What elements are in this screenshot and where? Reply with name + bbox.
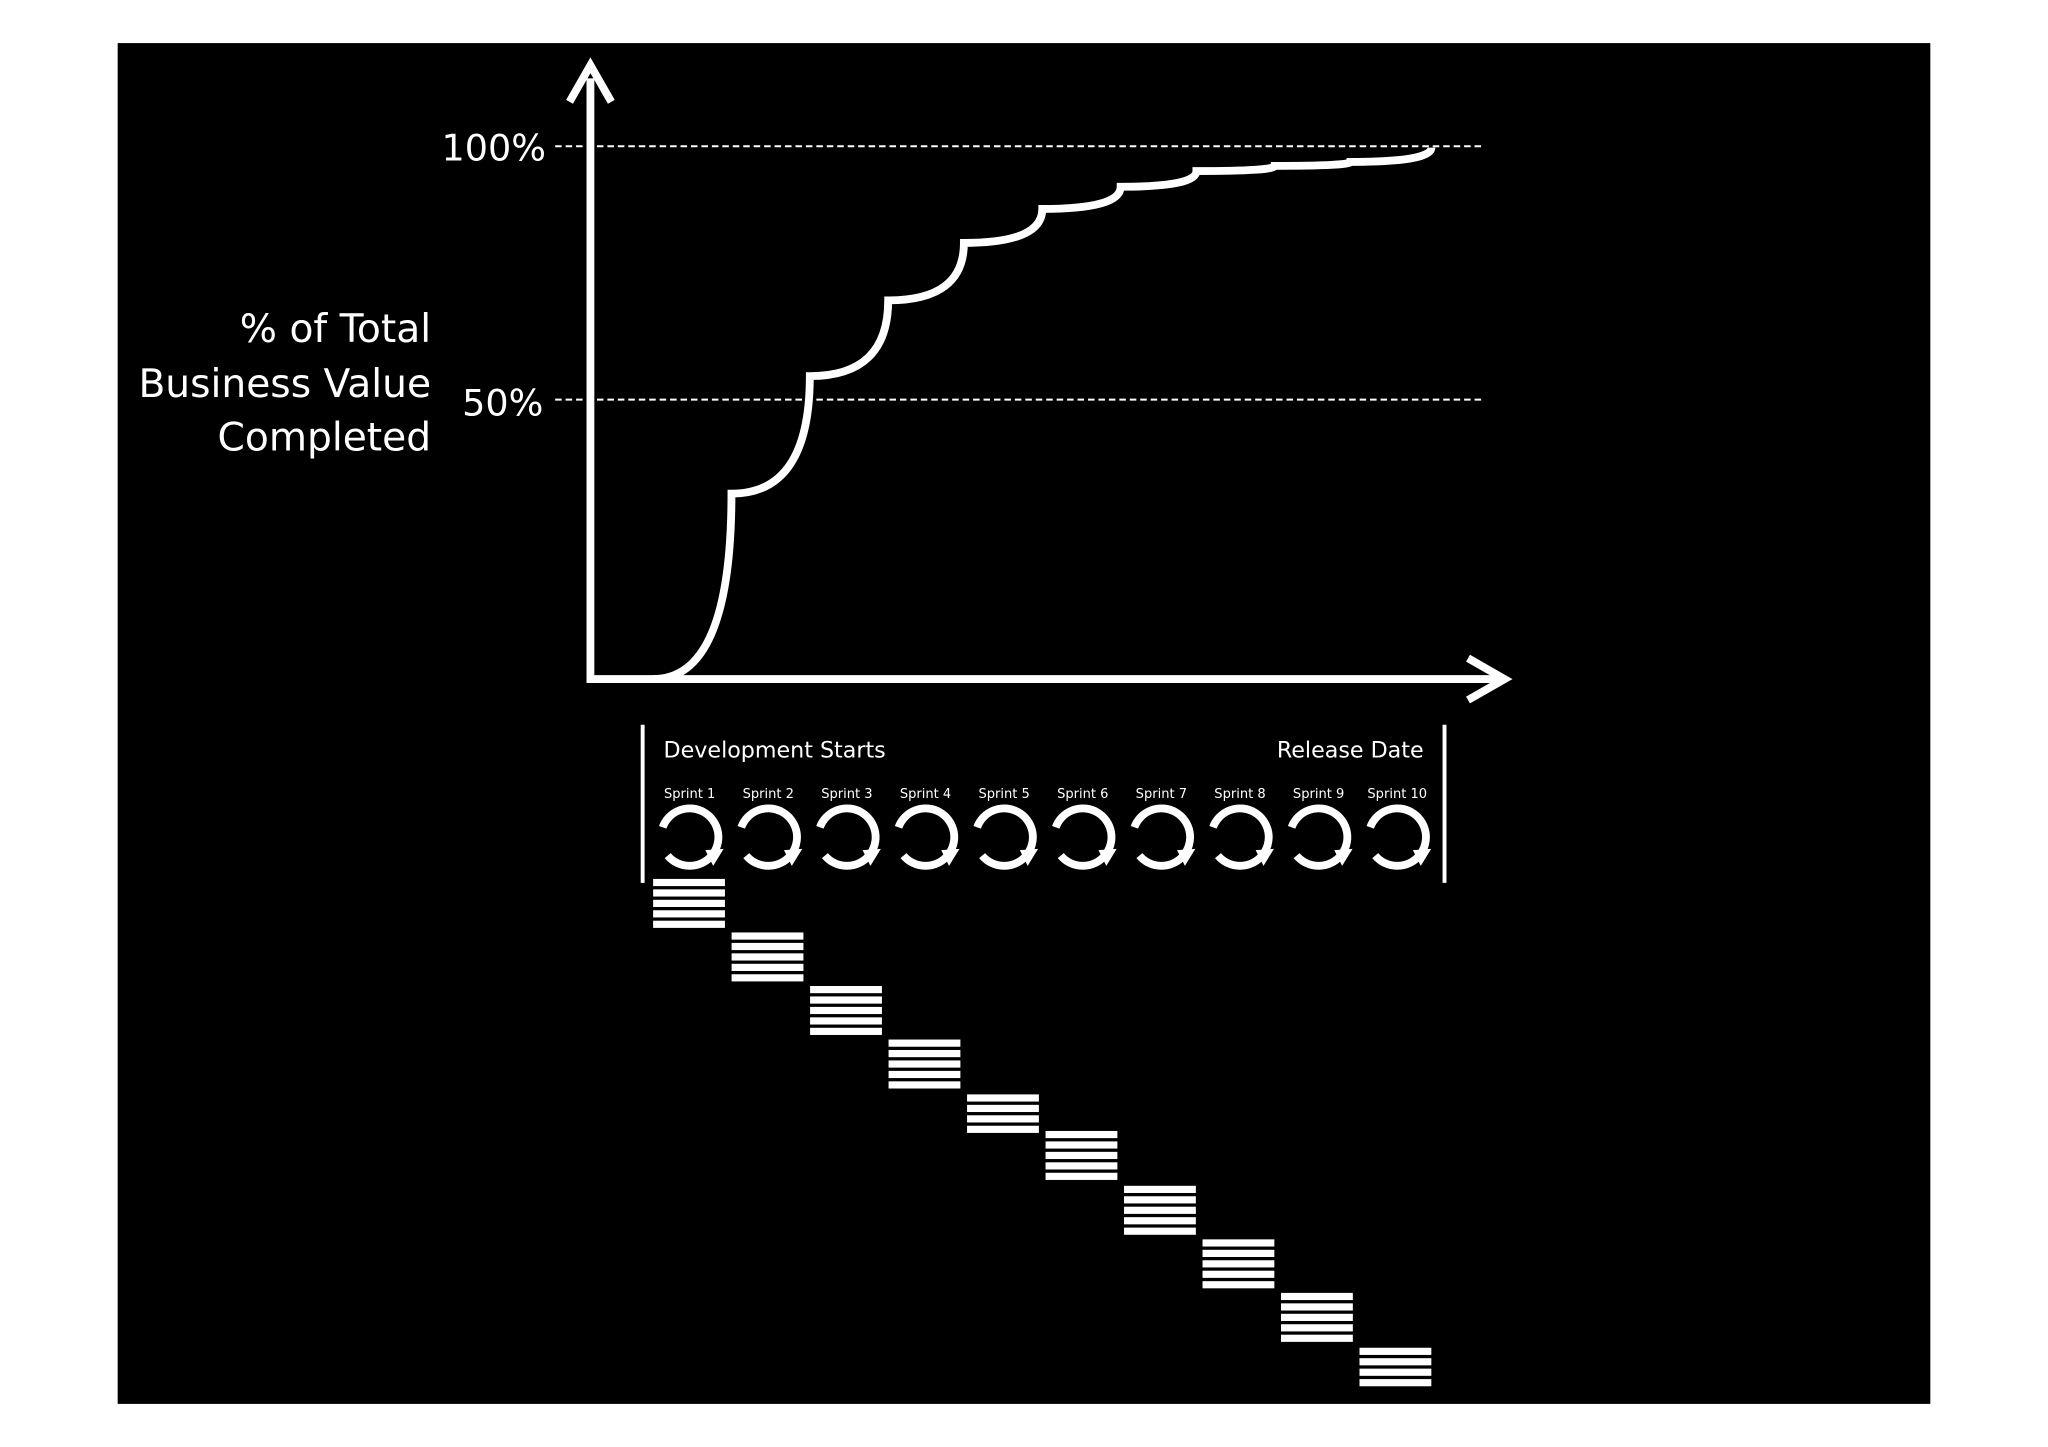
- backlog-row: [1202, 1239, 1275, 1247]
- backlog-row: [1045, 1172, 1118, 1180]
- backlog-row: [967, 1125, 1039, 1133]
- backlog-row: [1202, 1281, 1275, 1289]
- backlog-row: [1281, 1324, 1353, 1332]
- backlog-row: [731, 953, 804, 961]
- backlog-row: [888, 1049, 961, 1058]
- backlog-row: [1124, 1217, 1196, 1225]
- axis-label: Completed: [218, 416, 432, 461]
- backlog-row: [967, 1115, 1039, 1123]
- sprint-arrowhead: [1255, 848, 1274, 866]
- sprint-arrowhead: [705, 848, 724, 866]
- backlog-row: [731, 963, 804, 971]
- sprint-label: Sprint 7: [1136, 787, 1187, 802]
- sprint-label: Sprint 8: [1214, 787, 1265, 802]
- backlog-row: [1281, 1292, 1353, 1301]
- backlog-row: [810, 1017, 882, 1025]
- sprint-label: Sprint 2: [743, 787, 794, 802]
- backlog-row: [1202, 1270, 1275, 1278]
- sprint-loop: [658, 804, 723, 870]
- backlog-row: [888, 1070, 961, 1079]
- sprint-loop: [1052, 804, 1116, 870]
- sprint-arrowhead: [1412, 848, 1432, 866]
- backlog-row: [653, 899, 725, 907]
- sprint-loop: [894, 804, 959, 870]
- axis-label: % of Total: [240, 307, 431, 352]
- sprint-arrowhead: [783, 848, 803, 866]
- backlog-row: [810, 985, 882, 994]
- sprint-loop: [737, 804, 801, 870]
- sprint-label: Sprint 1: [664, 787, 715, 802]
- backlog-row: [1202, 1260, 1275, 1268]
- backlog-row: [1202, 1249, 1275, 1257]
- sprint-loop: [1209, 804, 1273, 870]
- backlog-row: [653, 910, 725, 918]
- sprint-label: Sprint 6: [1057, 787, 1108, 802]
- backlog-row: [1045, 1141, 1118, 1149]
- backlog-row: [967, 1094, 1039, 1102]
- backlog-row: [810, 996, 882, 1004]
- y-arrow: [566, 57, 615, 104]
- sprint-loop: [1130, 804, 1195, 870]
- backlog-row: [1124, 1185, 1196, 1193]
- backlog-row: [1045, 1162, 1118, 1170]
- backlog-row: [731, 932, 804, 940]
- backlog-row: [731, 974, 804, 982]
- slide-background: [117, 43, 1931, 1404]
- backlog-row: [1359, 1347, 1432, 1355]
- backlog-row: [888, 1081, 961, 1089]
- backlog-row: [810, 1027, 882, 1035]
- backlog-row: [1124, 1196, 1196, 1204]
- sprint-label: Sprint 9: [1293, 787, 1344, 802]
- sprint-arrowhead: [862, 848, 881, 866]
- sprint-loop: [1287, 804, 1352, 870]
- backlog-row: [1045, 1130, 1118, 1139]
- tick-label: 100%: [442, 127, 546, 170]
- sprint-arrowhead: [1098, 848, 1117, 866]
- backlog-row: [1281, 1334, 1353, 1342]
- backlog-row: [1045, 1151, 1118, 1160]
- sprint-arrowhead: [941, 848, 960, 866]
- x-arrow: [1466, 654, 1513, 704]
- backlog-row: [1124, 1206, 1196, 1214]
- backlog-row: [731, 942, 804, 951]
- backlog-row: [967, 1104, 1039, 1113]
- backlog-row: [653, 878, 725, 887]
- sprint-arrowhead: [1334, 848, 1353, 866]
- tick-label: 50%: [462, 381, 543, 424]
- backlog-row: [653, 920, 725, 928]
- end-label: Release Date: [1277, 737, 1424, 763]
- sprint-label: Sprint 10: [1367, 787, 1427, 802]
- axis-label: Business Value: [138, 362, 431, 407]
- sprint-label: Sprint 5: [978, 787, 1029, 802]
- sprint-loop: [816, 804, 880, 870]
- sprint-label: Sprint 3: [821, 787, 872, 802]
- sprint-loop: [973, 804, 1037, 870]
- backlog-row: [1124, 1227, 1196, 1235]
- sprint-loop: [1366, 804, 1430, 870]
- backlogs: [653, 878, 1432, 1387]
- backlog-row: [1359, 1368, 1432, 1376]
- backlog-row: [1281, 1303, 1353, 1311]
- backlog-row: [1359, 1379, 1432, 1387]
- sprint-arrowhead: [1177, 848, 1196, 866]
- sprint-arrowhead: [1019, 848, 1039, 866]
- backlog-row: [653, 889, 725, 897]
- backlog-row: [810, 1006, 882, 1015]
- value-curve: [652, 146, 1436, 684]
- backlog-row: [1359, 1358, 1432, 1366]
- backlog-row: [888, 1039, 961, 1047]
- backlog-row: [888, 1060, 961, 1068]
- sprint-label: Sprint 4: [900, 787, 951, 802]
- start-label: Development Starts: [664, 737, 886, 763]
- sprints: Sprint 1 Sprint 2 Sprint 3 Sprint 4 Sprint 5…: [658, 787, 1432, 870]
- backlog-row: [1281, 1313, 1353, 1321]
